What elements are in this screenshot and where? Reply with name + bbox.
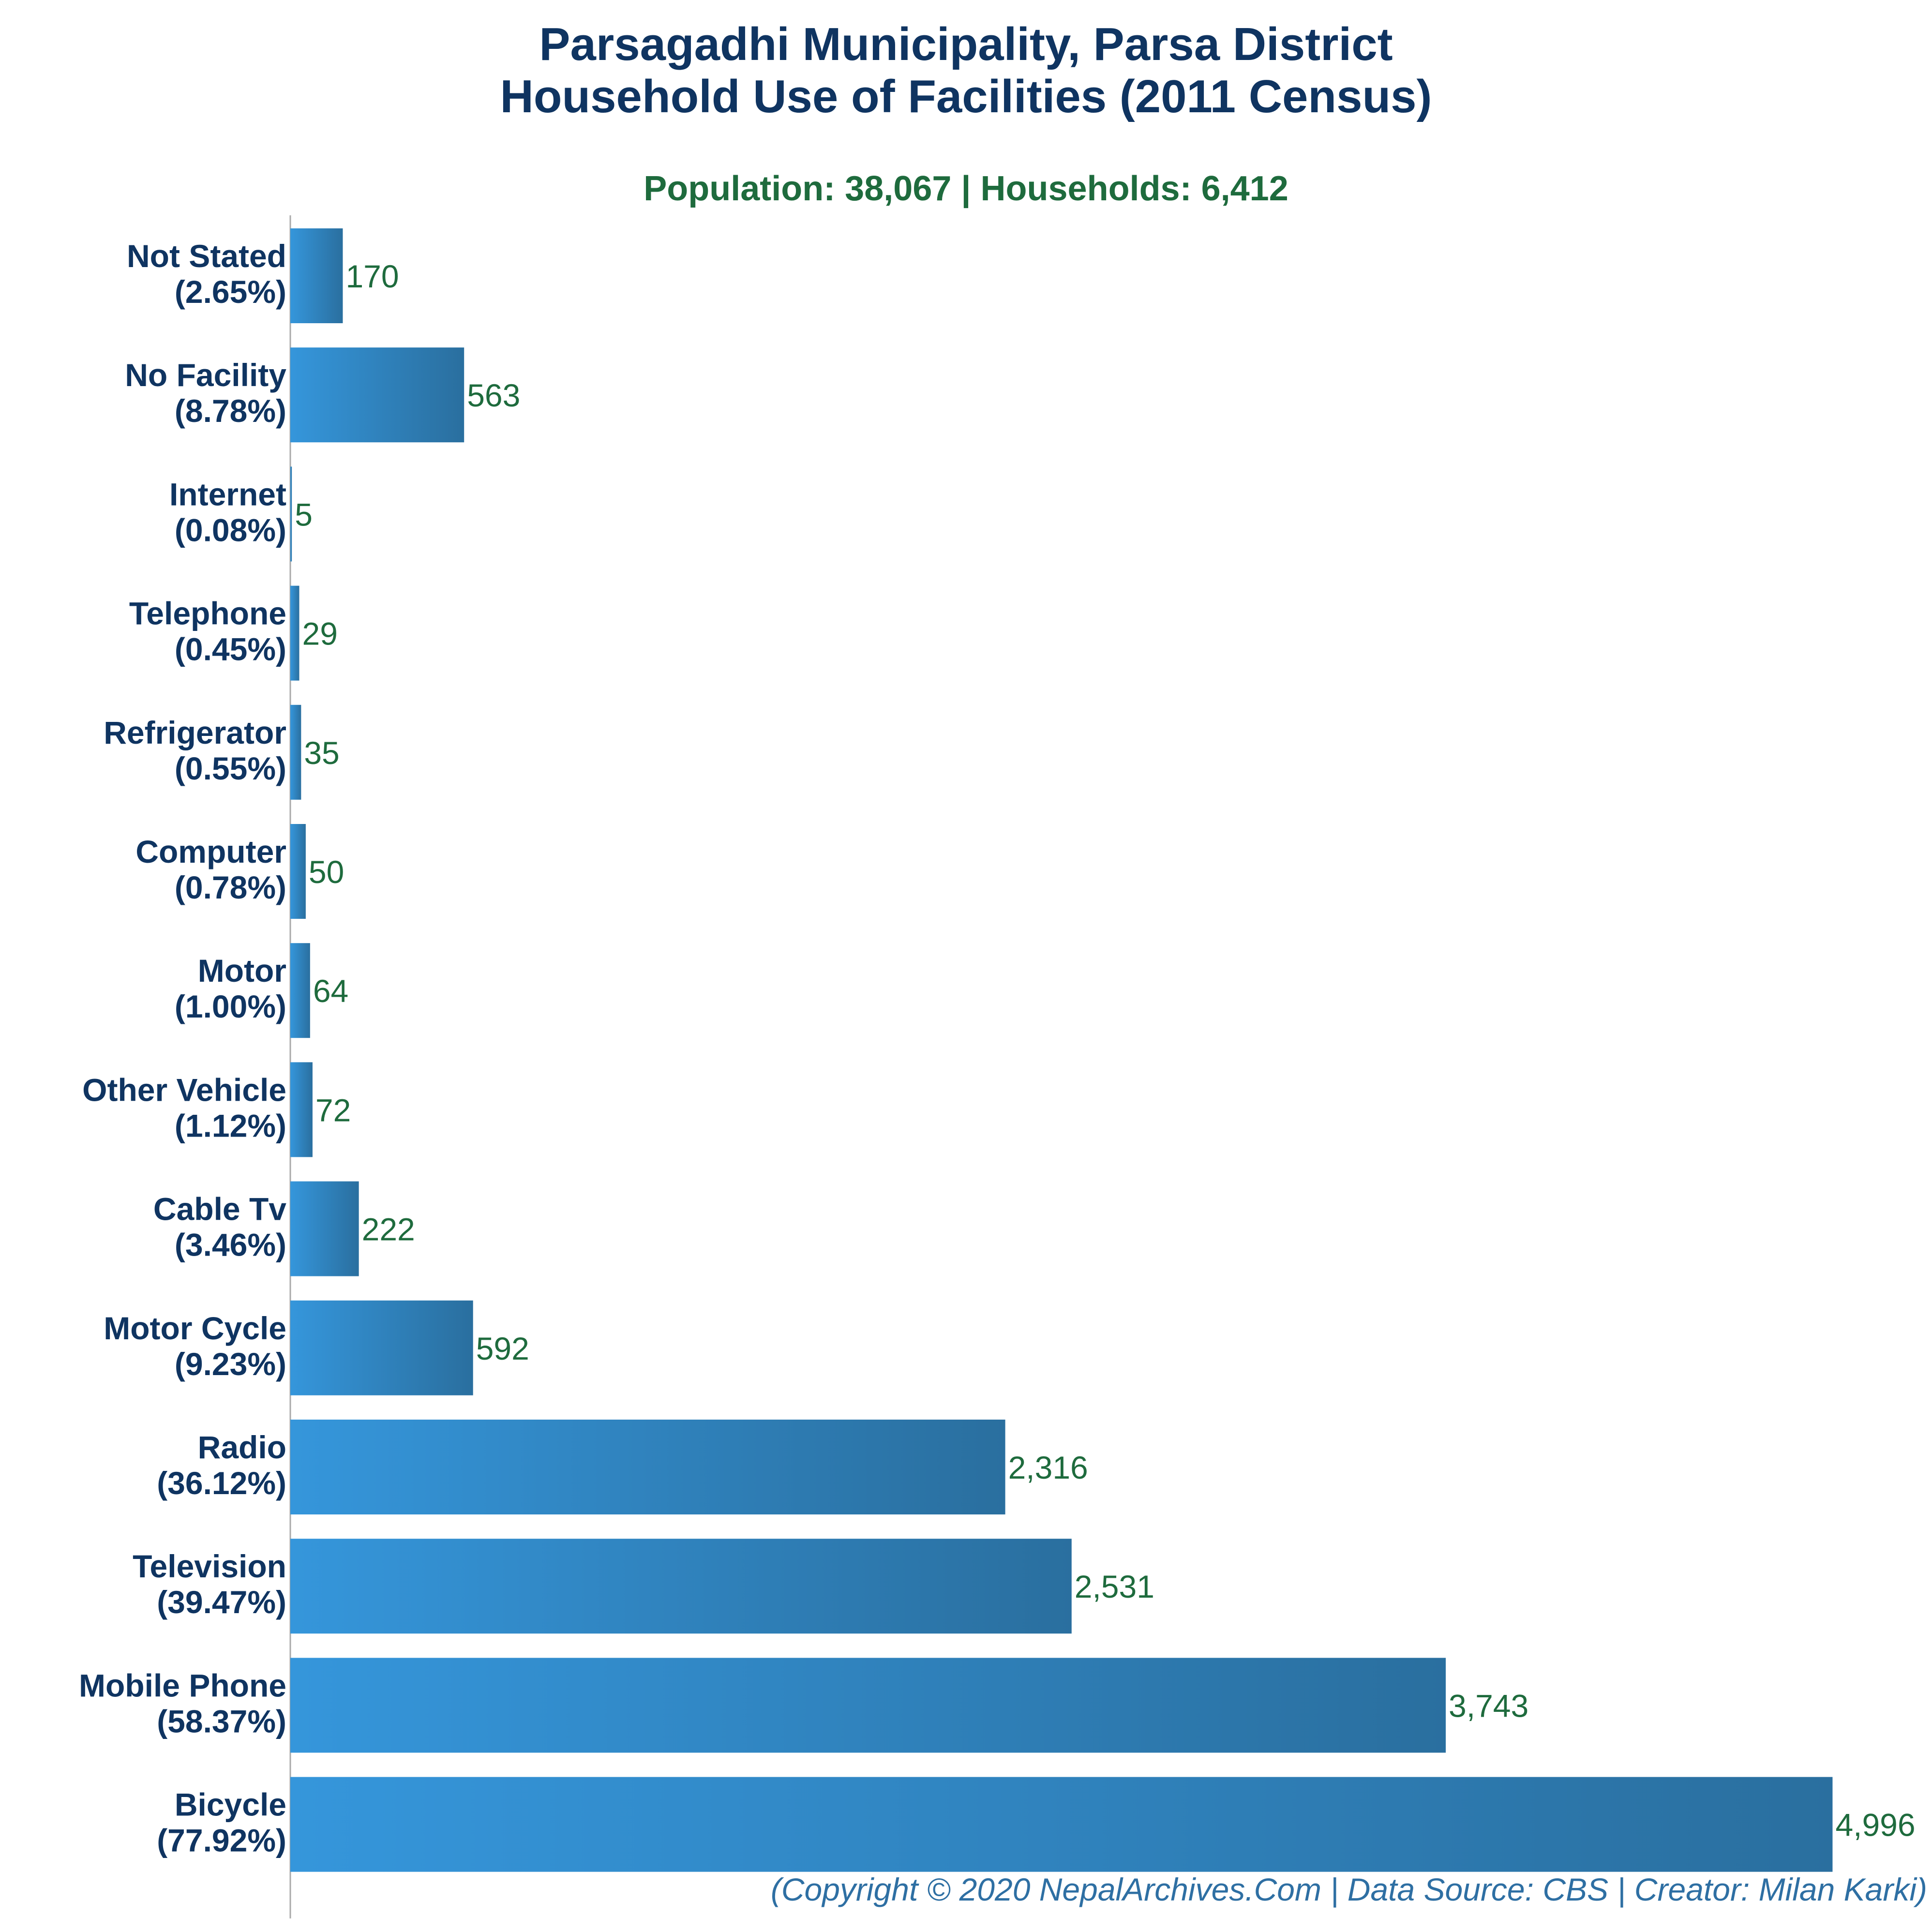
value-label-telephone: 29 xyxy=(302,616,338,652)
value-label-television: 2,531 xyxy=(1075,1569,1154,1604)
value-label-motor-cycle: 592 xyxy=(476,1331,529,1366)
category-label-computer: Computer (0.78%) xyxy=(135,834,286,905)
value-label-no-facility: 563 xyxy=(467,377,520,413)
value-label-internet: 5 xyxy=(295,496,313,532)
bar-motor xyxy=(290,943,310,1038)
value-label-bicycle: 4,996 xyxy=(1835,1807,1915,1843)
bar-cable-tv xyxy=(290,1181,359,1276)
bar-internet xyxy=(290,466,292,562)
bar-mobile-phone xyxy=(290,1658,1446,1753)
bar-television xyxy=(290,1539,1072,1634)
bar-radio xyxy=(290,1420,1005,1514)
value-label-cable-tv: 222 xyxy=(362,1212,415,1247)
category-label-radio: Radio (36.12%) xyxy=(157,1429,286,1501)
value-label-computer: 50 xyxy=(309,854,344,890)
category-label-not-stated: Not Stated (2.65%) xyxy=(127,238,286,310)
value-label-mobile-phone: 3,743 xyxy=(1449,1688,1528,1723)
value-label-refrigerator: 35 xyxy=(304,735,339,771)
bar-telephone xyxy=(290,585,300,681)
value-label-not-stated: 170 xyxy=(345,258,399,294)
value-label-radio: 2,316 xyxy=(1008,1450,1088,1485)
bar-not-stated xyxy=(290,228,343,323)
category-label-other-vehicle: Other Vehicle (1.12%) xyxy=(82,1072,286,1143)
labels-layer: 170 Not Stated (2.65%) 563 No Facility (8.78%… xyxy=(79,238,1916,1858)
bar-computer xyxy=(290,824,306,919)
chart-title: Parsagadhi Municipality, Parsa District xyxy=(539,18,1393,70)
category-label-cable-tv: Cable Tv (3.46%) xyxy=(153,1191,286,1263)
category-label-refrigerator: Refrigerator (0.55%) xyxy=(104,715,286,786)
category-label-mobile-phone: Mobile Phone (58.37%) xyxy=(79,1667,286,1739)
bar-bicycle xyxy=(290,1777,1833,1872)
category-label-internet: Internet (0.08%) xyxy=(169,476,286,548)
value-label-motor: 64 xyxy=(313,973,348,1009)
category-label-telephone: Telephone (0.45%) xyxy=(129,596,286,667)
bar-motor-cycle xyxy=(290,1300,473,1395)
category-label-bicycle: Bicycle (77.92%) xyxy=(157,1787,286,1858)
bar-no-facility xyxy=(290,347,464,443)
value-label-other-vehicle: 72 xyxy=(315,1092,351,1128)
category-label-no-facility: No Facility (8.78%) xyxy=(125,357,286,429)
chart-caption: (Copyright © 2020 NepalArchives.Com | Da… xyxy=(770,1872,1927,1907)
chart-title-line-2: Household Use of Facilities (2011 Census… xyxy=(500,71,1432,122)
bar-other-vehicle xyxy=(290,1062,313,1157)
bar-refrigerator xyxy=(290,704,301,800)
category-label-television: Television (39.47%) xyxy=(133,1548,286,1620)
category-label-motor: Motor (1.00%) xyxy=(175,953,286,1024)
category-label-motor-cycle: Motor Cycle (9.23%) xyxy=(104,1310,286,1382)
chart-subtitle: Population: 38,067 | Households: 6,412 xyxy=(644,169,1288,208)
bars-layer xyxy=(290,228,1833,1872)
